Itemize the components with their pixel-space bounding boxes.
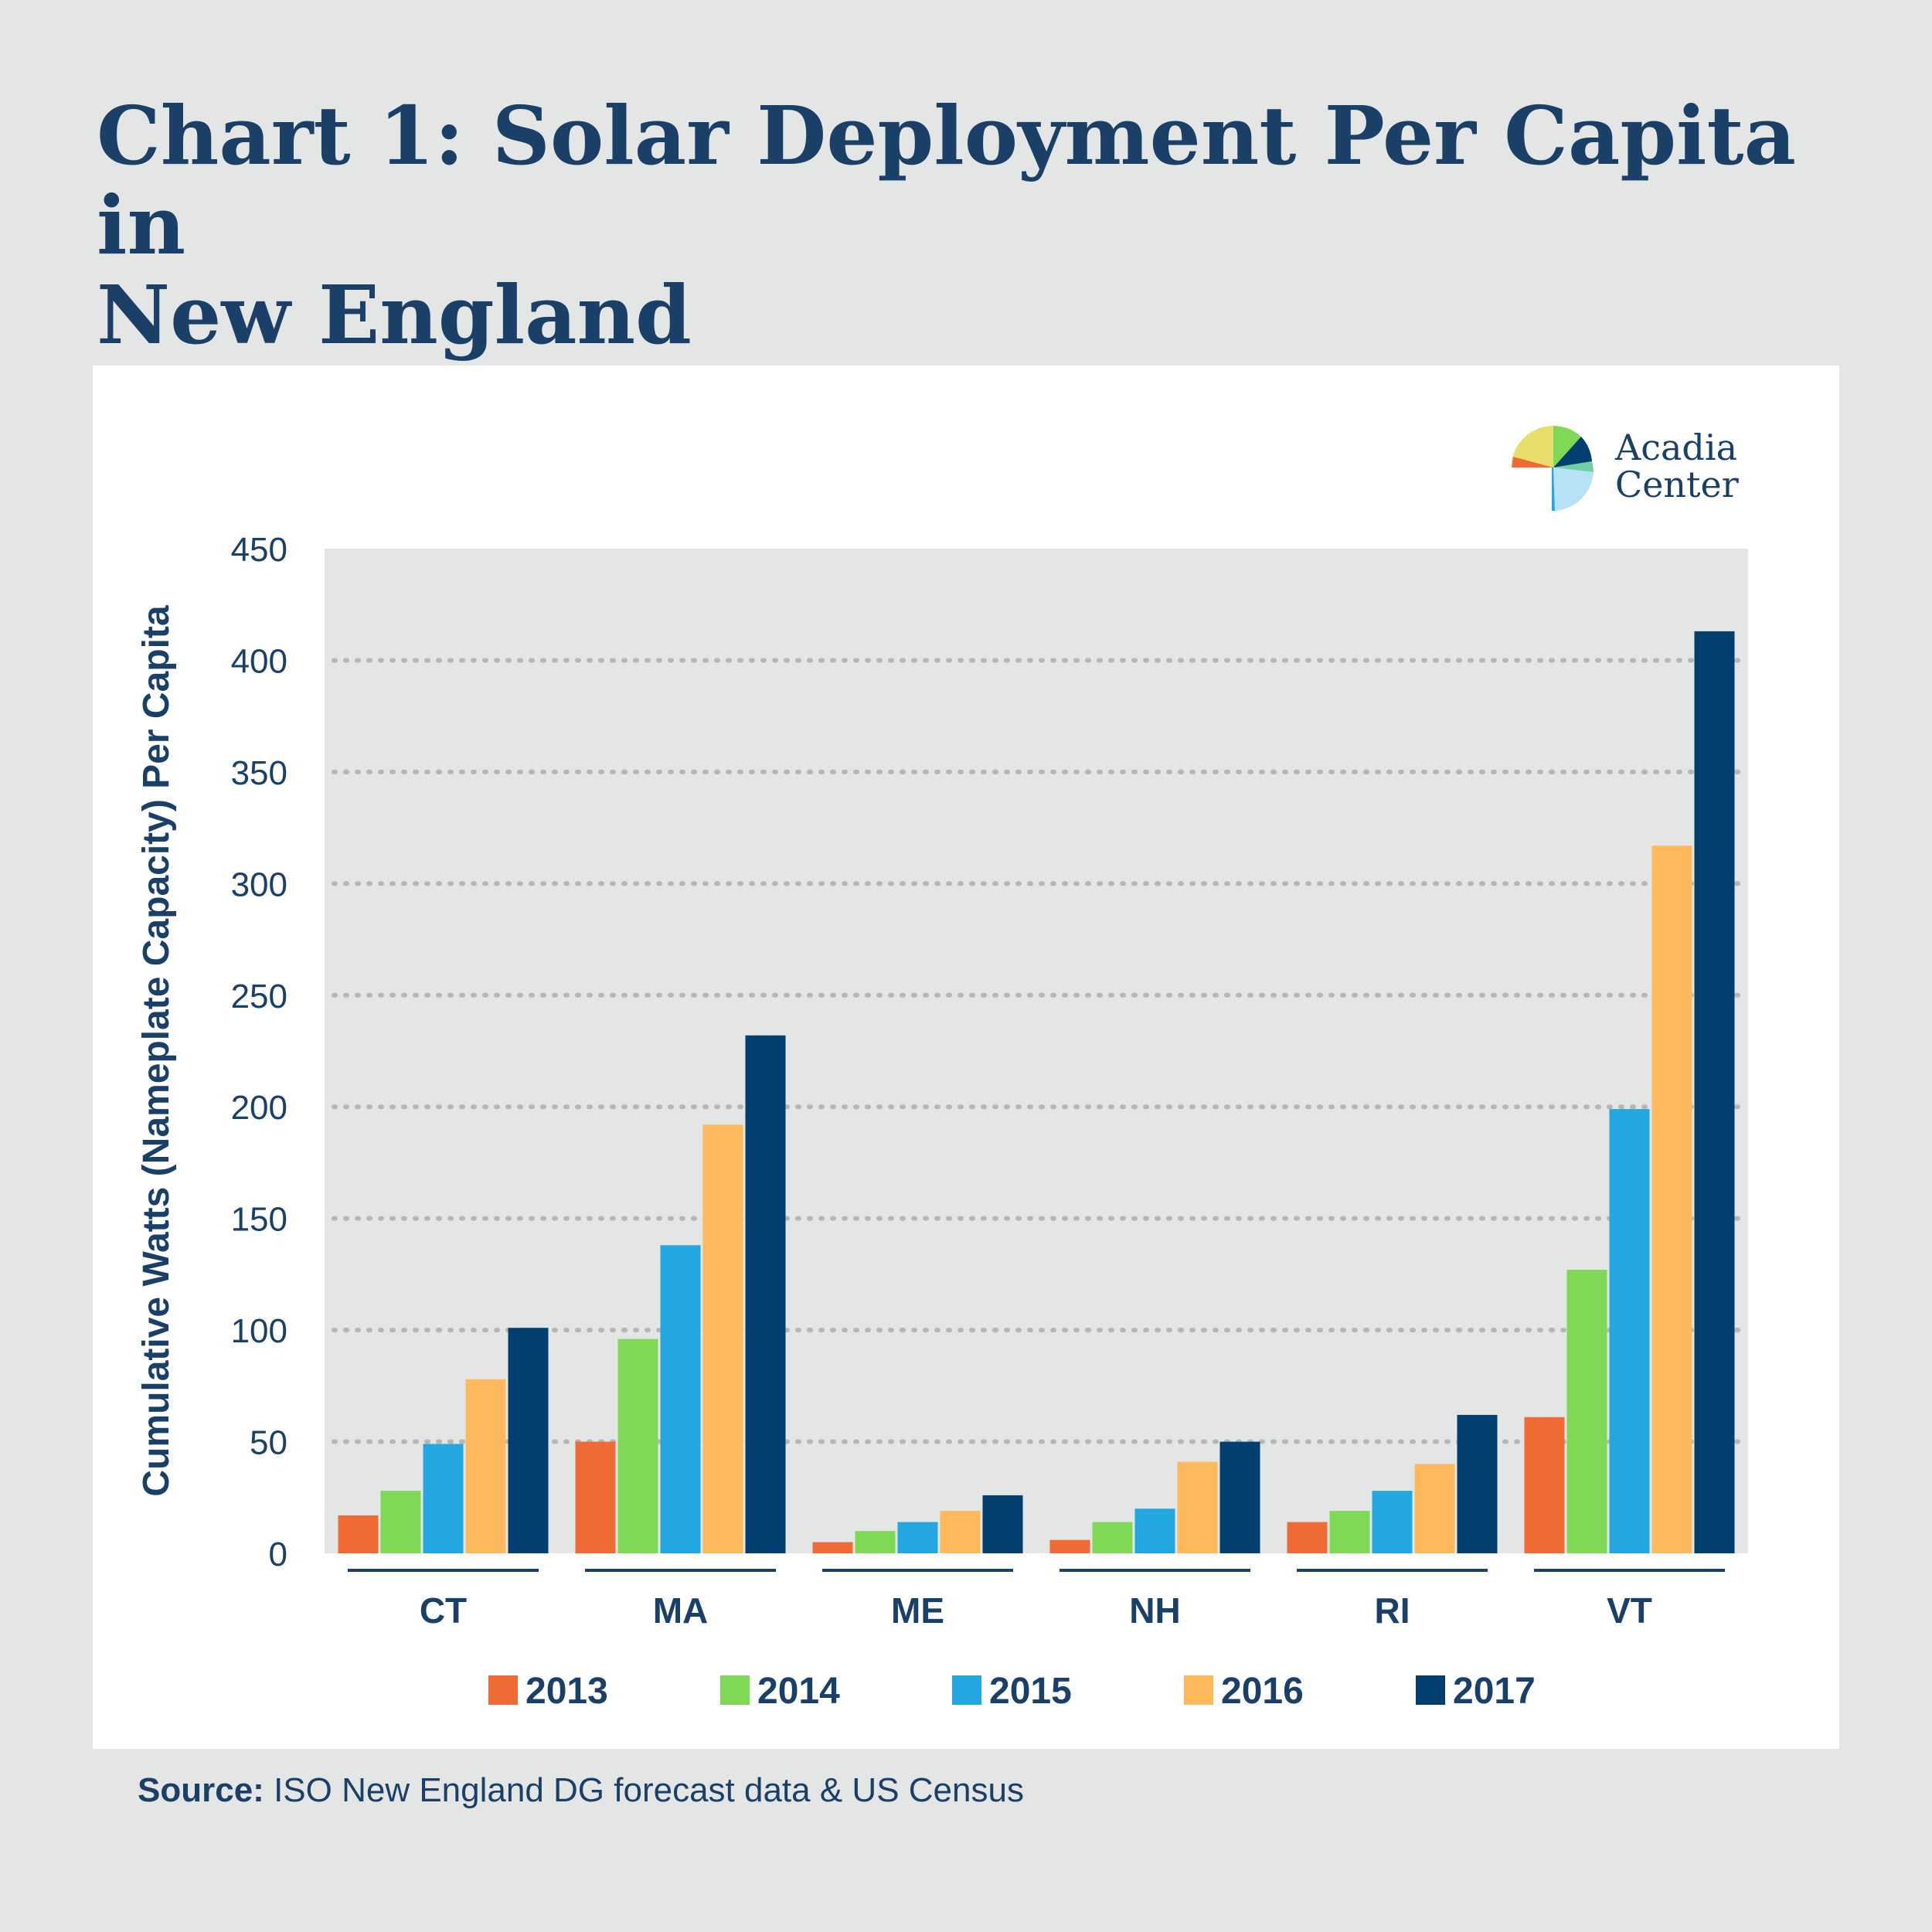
bar bbox=[812, 1542, 853, 1553]
bar bbox=[423, 1444, 464, 1553]
legend-label: 2017 bbox=[1453, 1671, 1536, 1712]
bar bbox=[1219, 1441, 1260, 1553]
y-tick-label: 100 bbox=[231, 1312, 287, 1350]
legend-swatch bbox=[488, 1675, 518, 1705]
y-tick-label: 350 bbox=[231, 754, 287, 792]
legend-label: 2016 bbox=[1221, 1671, 1304, 1712]
source-label: Source: bbox=[138, 1771, 264, 1809]
bar bbox=[1651, 845, 1692, 1553]
bar bbox=[702, 1124, 743, 1553]
bar bbox=[1414, 1464, 1455, 1553]
y-axis-label: Cumulative Watts (Nameplate Capacity) Pe… bbox=[136, 605, 177, 1497]
bar bbox=[1457, 1414, 1498, 1553]
bar bbox=[897, 1522, 938, 1553]
bar bbox=[338, 1515, 379, 1553]
bar bbox=[1134, 1509, 1175, 1553]
x-tick-label: VT bbox=[1607, 1590, 1652, 1631]
source-text: ISO New England DG forecast data & US Ce… bbox=[274, 1771, 1024, 1809]
x-tick-label: CT bbox=[420, 1590, 467, 1631]
x-tick-label: NH bbox=[1129, 1590, 1180, 1631]
bar bbox=[745, 1035, 786, 1553]
logo-wordmark: Acadia Center bbox=[1615, 429, 1739, 503]
y-tick-label: 450 bbox=[231, 531, 287, 569]
logo-text-line-2: Center bbox=[1615, 464, 1739, 505]
legend-swatch bbox=[1184, 1675, 1213, 1705]
source-note: Source: ISO New England DG forecast data… bbox=[138, 1771, 1024, 1810]
bar bbox=[1092, 1522, 1133, 1553]
bar bbox=[1609, 1109, 1650, 1553]
bar bbox=[465, 1379, 506, 1553]
bar bbox=[1372, 1491, 1413, 1553]
page-title-line-2: New England bbox=[97, 267, 692, 362]
bar bbox=[1049, 1539, 1090, 1553]
x-tick-label: RI bbox=[1375, 1590, 1410, 1631]
x-tick-label: ME bbox=[891, 1590, 944, 1631]
legend-swatch bbox=[1416, 1675, 1445, 1705]
bar bbox=[1566, 1270, 1607, 1553]
y-tick-label: 300 bbox=[231, 866, 287, 903]
logo-text-line-1: Acadia bbox=[1615, 427, 1737, 468]
y-tick-label: 250 bbox=[231, 978, 287, 1015]
bar bbox=[1177, 1461, 1218, 1553]
bar bbox=[1287, 1522, 1328, 1553]
legend-swatch bbox=[952, 1675, 981, 1705]
bar bbox=[1524, 1417, 1565, 1553]
y-tick-label: 150 bbox=[231, 1201, 287, 1239]
bar bbox=[855, 1531, 896, 1553]
plot-area bbox=[325, 549, 1748, 1553]
y-tick-label: 200 bbox=[231, 1089, 287, 1127]
x-tick-label: MA bbox=[653, 1590, 709, 1631]
y-tick-label: 400 bbox=[231, 642, 287, 680]
legend-label: 2014 bbox=[757, 1671, 840, 1712]
bar bbox=[1694, 631, 1735, 1553]
bar bbox=[1329, 1511, 1370, 1553]
y-tick-label: 0 bbox=[269, 1536, 287, 1573]
legend-label: 2013 bbox=[526, 1671, 608, 1712]
bar bbox=[940, 1511, 981, 1553]
bar bbox=[575, 1441, 616, 1553]
bar bbox=[660, 1245, 701, 1553]
page-title: Chart 1: Solar Deployment Per Capita in … bbox=[97, 91, 1797, 360]
bar bbox=[617, 1338, 658, 1553]
bar bbox=[982, 1495, 1023, 1553]
acadia-center-logo-icon bbox=[1512, 425, 1594, 511]
page-title-line-1: Chart 1: Solar Deployment Per Capita in bbox=[97, 88, 1796, 273]
y-tick-label: 50 bbox=[250, 1424, 287, 1462]
legend-swatch bbox=[720, 1675, 750, 1705]
bar bbox=[380, 1491, 421, 1553]
legend-label: 2015 bbox=[989, 1671, 1072, 1712]
bar bbox=[508, 1328, 549, 1553]
